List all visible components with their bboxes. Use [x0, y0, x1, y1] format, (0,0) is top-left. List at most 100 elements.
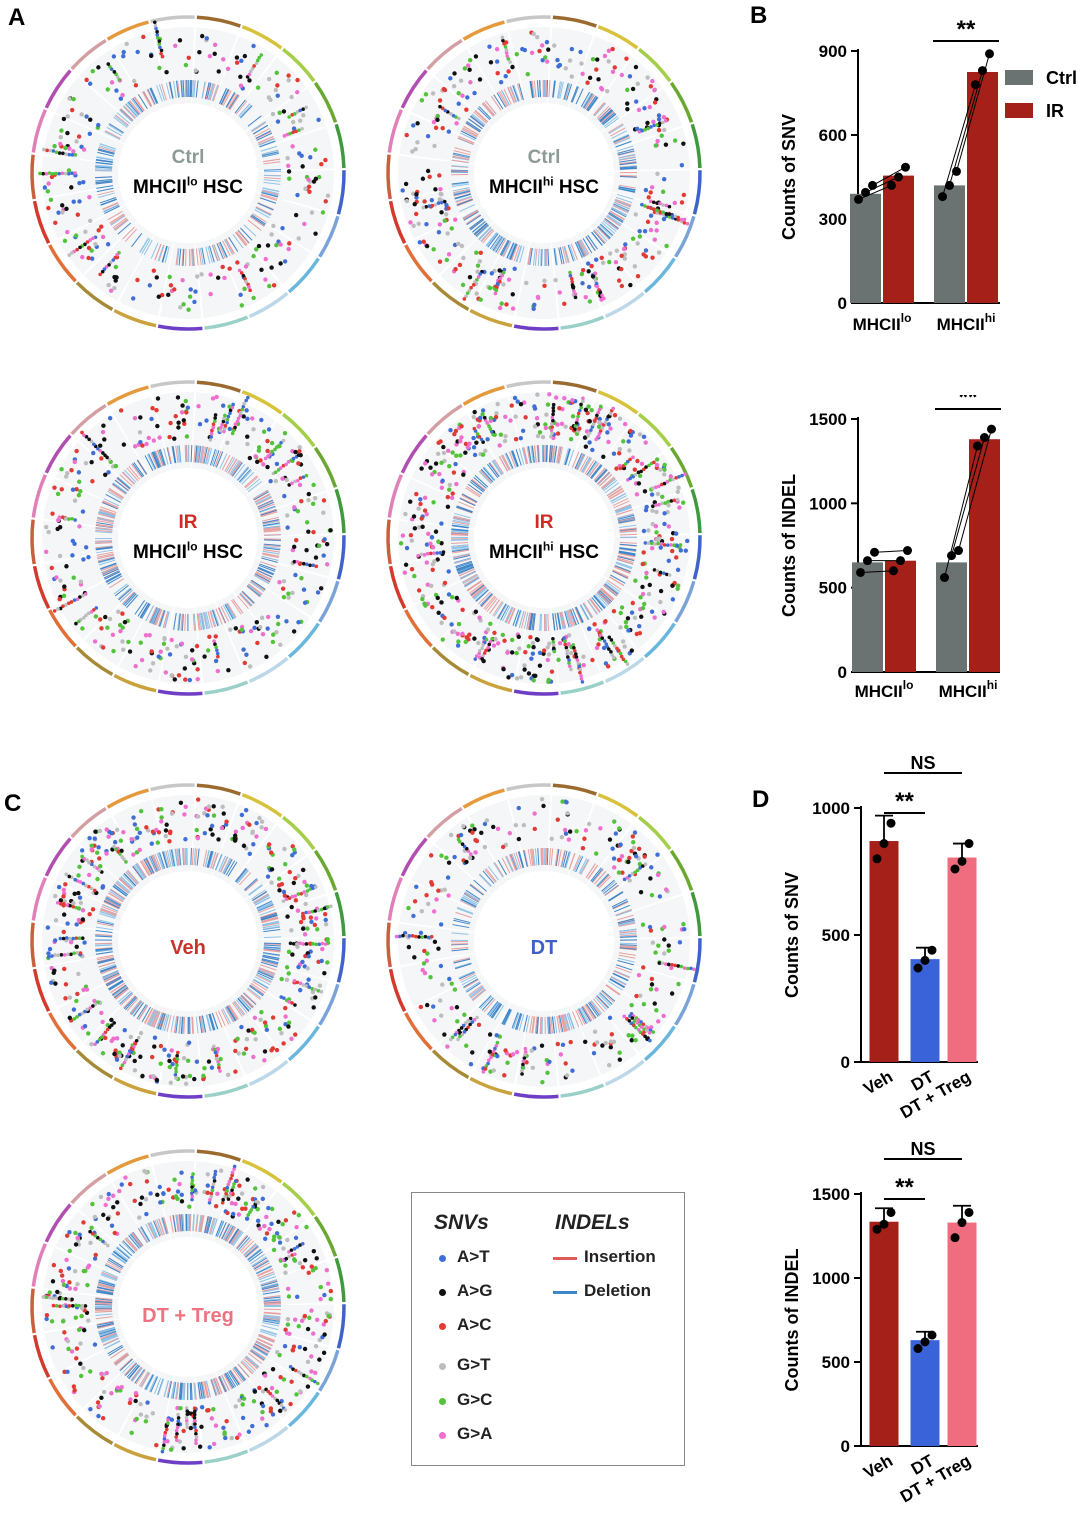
deletion-tick [241, 471, 255, 485]
snv-dot [621, 657, 626, 662]
deletion-tick [567, 244, 575, 262]
snv-dot [301, 983, 305, 987]
insertion-tick [613, 970, 630, 979]
snv-dot [650, 521, 655, 527]
insertion-tick [501, 857, 511, 874]
snv-dot [74, 621, 78, 626]
deletion-tick [113, 883, 129, 896]
snv-dot [298, 476, 303, 480]
snv-dot [120, 639, 125, 644]
snv-dot [108, 288, 114, 293]
snv-dot [215, 648, 219, 653]
snv-dot [612, 65, 617, 70]
snv-dot [500, 35, 505, 40]
deletion-tick [604, 218, 619, 229]
snv-dot [586, 433, 590, 438]
snv-dot [248, 288, 252, 293]
snv-dot [107, 263, 111, 267]
snv-dot [639, 1020, 643, 1024]
snv-dot [57, 151, 62, 155]
snv-dot [635, 241, 640, 246]
snv-dot [626, 1033, 631, 1038]
snv-dot [487, 642, 492, 647]
snv-dot [668, 478, 672, 482]
snv-dot [285, 155, 290, 161]
snv-dot [669, 965, 674, 971]
snv-dot [281, 899, 286, 903]
deletion-tick [259, 506, 276, 513]
snv-dot [648, 213, 654, 218]
snv-dot [589, 263, 594, 269]
snv-dot [293, 898, 299, 903]
snv-dot [449, 594, 455, 600]
deletion-tick [97, 151, 114, 157]
insertion-tick [459, 972, 476, 981]
snv-dot [419, 466, 424, 471]
snv-dot [648, 190, 653, 195]
snv-dot [597, 631, 602, 635]
snv-dot [59, 128, 64, 133]
snv-dot [530, 640, 536, 646]
snv-dot [185, 1058, 191, 1063]
chromosome-arc [313, 849, 338, 891]
snv-dot [569, 74, 575, 79]
deletion-tick [251, 214, 266, 225]
snv-dot [518, 436, 524, 441]
insertion-tick [539, 1016, 542, 1034]
insertion-tick [474, 223, 489, 237]
snv-dot [220, 422, 224, 427]
snv-dot [91, 450, 96, 456]
deletion-tick [211, 449, 218, 466]
snv-dot [186, 1040, 192, 1045]
snv-dot [663, 142, 669, 147]
insertion-tick [600, 588, 614, 601]
insertion-tick [571, 451, 580, 468]
snv-dot [287, 241, 292, 246]
snv-dot [651, 486, 655, 490]
deletion-tick [105, 897, 122, 906]
snv-dot [649, 976, 655, 982]
deletion-tick [228, 236, 239, 252]
deletion-tick [150, 607, 159, 624]
insertion-tick [165, 850, 171, 868]
snv-dot [404, 198, 410, 204]
insertion-tick [567, 610, 574, 627]
snv-dot [104, 851, 109, 856]
snv-dot [452, 71, 457, 76]
snv-dot [98, 443, 103, 448]
snv-dot [487, 1049, 493, 1054]
snv-dot [587, 75, 593, 81]
snv-dot [263, 456, 268, 461]
snv-dot [322, 970, 327, 976]
snv-dot [552, 649, 557, 654]
snv-dot [303, 901, 308, 907]
snv-dot [156, 654, 161, 659]
snv-dot [657, 121, 662, 126]
deletion-tick [587, 461, 598, 477]
snv-dot [431, 1004, 436, 1009]
snv-dot [156, 830, 162, 835]
snv-dot [301, 113, 306, 118]
insertion-tick [217, 242, 226, 259]
snv-dot [44, 524, 49, 530]
snv-dot [274, 1047, 280, 1053]
deletion-tick [171, 849, 176, 867]
snv-dot [101, 451, 105, 455]
insertion-tick [610, 976, 627, 986]
insertion-tick [184, 80, 187, 98]
panel-letter-d: D [752, 786, 770, 813]
snv-dot [649, 892, 655, 898]
deletion-tick [158, 449, 165, 466]
deletion-tick [521, 447, 527, 465]
snv-dot [241, 404, 246, 409]
snv-dot [61, 887, 66, 893]
circos-plot-ctrl-mhcii-lo [30, 15, 346, 331]
snv-dot [251, 842, 256, 847]
chromosome-arc [388, 968, 407, 1012]
snv-dot [281, 889, 287, 895]
snv-dot [590, 657, 595, 663]
snv-dot [300, 126, 304, 131]
insertion-tick [249, 216, 265, 227]
snv-dot [438, 550, 443, 555]
deletion-tick [220, 89, 230, 105]
